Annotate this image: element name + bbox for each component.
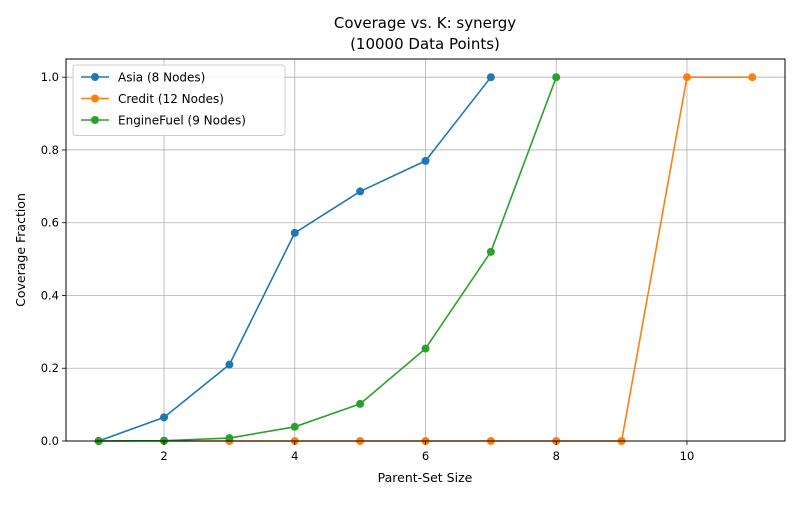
data-point (356, 187, 365, 196)
data-point (682, 73, 691, 82)
y-tick-label: 0.8 (41, 143, 59, 157)
data-point (421, 344, 430, 353)
data-point (486, 247, 495, 256)
legend-label: Credit (12 Nodes) (118, 92, 224, 106)
legend-swatch-marker (91, 94, 99, 103)
legend-box (72, 64, 286, 136)
legend-swatch-marker (91, 73, 99, 81)
x-tick-label: 8 (553, 449, 560, 463)
data-point (356, 399, 365, 408)
y-tick-label: 0.2 (41, 361, 59, 375)
ticks: 2 4 6 8 10 0.0 0.2 0.4 0.6 0.8 1.0 (41, 70, 695, 463)
x-tick-label: 4 (291, 449, 298, 463)
data-point (486, 73, 495, 82)
chart-subtitle: (10000 Data Points) (350, 35, 500, 53)
data-point (290, 228, 299, 237)
data-point (290, 422, 299, 431)
x-tick-label: 2 (160, 449, 167, 463)
data-point (225, 360, 234, 369)
legend-item: Asia (8 Nodes) (81, 71, 205, 85)
data-point (160, 413, 169, 422)
y-axis-label: Coverage Fraction (13, 193, 28, 307)
legend-item: Credit (12 Nodes) (81, 92, 224, 106)
data-point (225, 434, 234, 443)
data-point (748, 73, 757, 82)
chart-title: Coverage vs. K: synergy (334, 14, 516, 32)
data-point (421, 156, 430, 165)
x-tick-label: 6 (422, 449, 429, 463)
legend-label: Asia (8 Nodes) (118, 71, 205, 85)
legend-label: EngineFuel (9 Nodes) (118, 114, 246, 128)
legend-item: EngineFuel (9 Nodes) (81, 114, 246, 128)
y-tick-label: 0.4 (41, 288, 59, 302)
x-axis-label: Parent-Set Size (378, 470, 473, 485)
legend: Asia (8 Nodes) Credit (12 Nodes) EngineFue… (72, 64, 286, 136)
y-tick-label: 0.6 (41, 216, 59, 230)
y-tick-label: 1.0 (41, 70, 59, 84)
x-tick-label: 10 (680, 449, 695, 463)
legend-swatch-marker (91, 116, 99, 124)
y-tick-label: 0.0 (41, 434, 59, 448)
series-line (98, 76, 557, 442)
data-point (552, 73, 561, 82)
